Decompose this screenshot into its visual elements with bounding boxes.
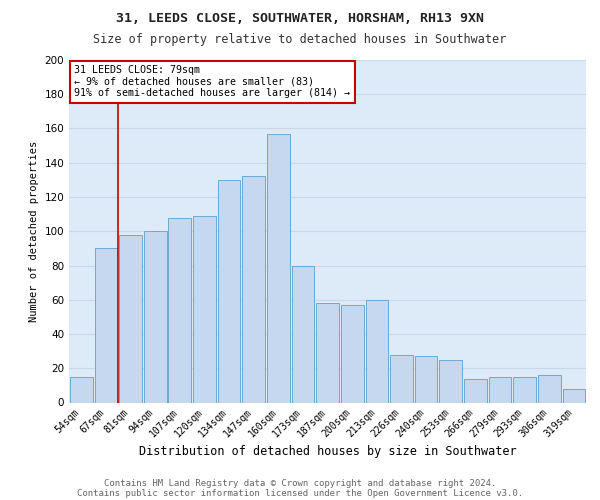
- Bar: [316, 303, 339, 402]
- Bar: [488, 377, 511, 402]
- Bar: [95, 248, 117, 402]
- Bar: [119, 234, 142, 402]
- Bar: [390, 354, 413, 403]
- Bar: [439, 360, 462, 403]
- Text: Size of property relative to detached houses in Southwater: Size of property relative to detached ho…: [94, 32, 506, 46]
- Bar: [144, 231, 167, 402]
- Text: Contains public sector information licensed under the Open Government Licence v3: Contains public sector information licen…: [77, 488, 523, 498]
- Text: 31, LEEDS CLOSE, SOUTHWATER, HORSHAM, RH13 9XN: 31, LEEDS CLOSE, SOUTHWATER, HORSHAM, RH…: [116, 12, 484, 26]
- Y-axis label: Number of detached properties: Number of detached properties: [29, 140, 39, 322]
- Bar: [538, 375, 560, 402]
- Bar: [218, 180, 241, 402]
- Text: Contains HM Land Registry data © Crown copyright and database right 2024.: Contains HM Land Registry data © Crown c…: [104, 478, 496, 488]
- Bar: [341, 305, 364, 402]
- Bar: [292, 266, 314, 402]
- Bar: [193, 216, 216, 402]
- Bar: [70, 377, 92, 402]
- Bar: [365, 300, 388, 403]
- Bar: [169, 218, 191, 402]
- Bar: [513, 377, 536, 402]
- Bar: [415, 356, 437, 403]
- Bar: [267, 134, 290, 402]
- Text: 31 LEEDS CLOSE: 79sqm
← 9% of detached houses are smaller (83)
91% of semi-detac: 31 LEEDS CLOSE: 79sqm ← 9% of detached h…: [74, 65, 350, 98]
- X-axis label: Distribution of detached houses by size in Southwater: Distribution of detached houses by size …: [139, 445, 517, 458]
- Bar: [563, 389, 585, 402]
- Bar: [464, 378, 487, 402]
- Bar: [242, 176, 265, 402]
